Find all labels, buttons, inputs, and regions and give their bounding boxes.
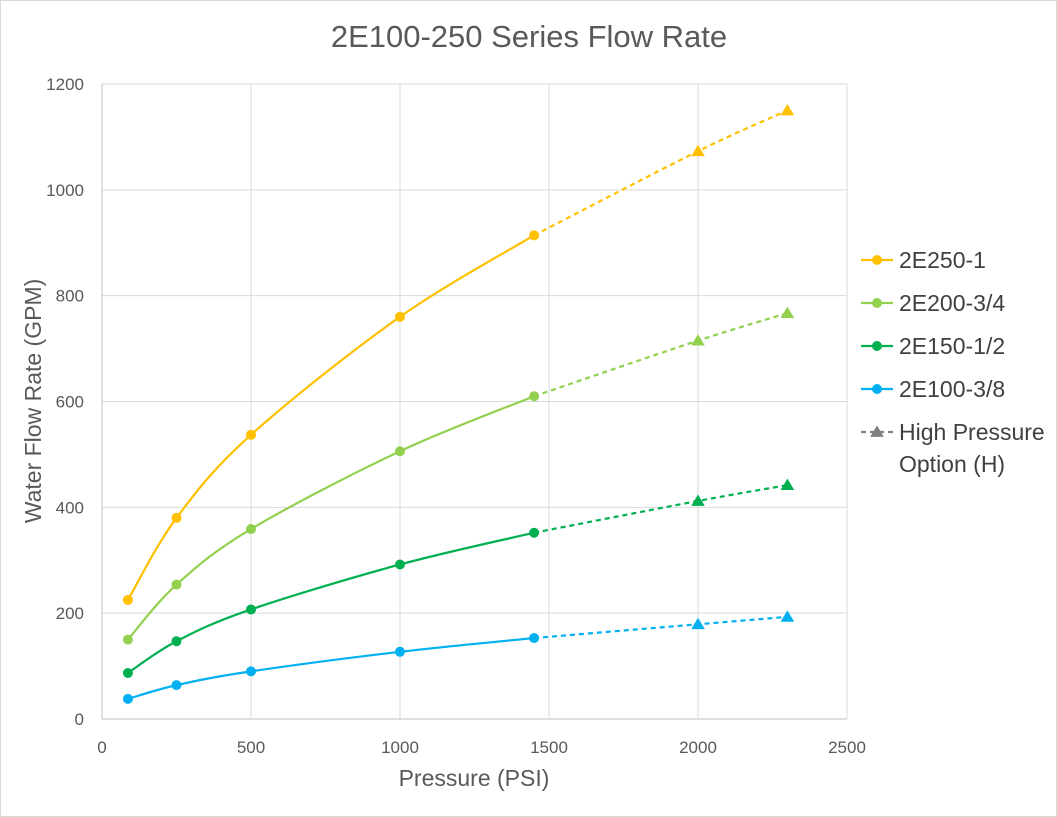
data-point [246, 524, 256, 535]
data-point [246, 666, 256, 677]
data-point [395, 446, 405, 457]
high-pressure-point [780, 306, 795, 319]
series-line [127, 531, 535, 674]
y-tick-label: 600 [56, 393, 84, 412]
series-line [127, 636, 535, 700]
data-point [529, 230, 540, 241]
axes: 0 200 400 600 800 1000 1200 0 500 1000 1500 2000 250… [46, 75, 866, 757]
legend-marker [872, 298, 882, 308]
gridlines [101, 83, 848, 720]
y-tick-label: 1200 [46, 75, 84, 94]
data-point [246, 429, 256, 440]
data-point [122, 594, 133, 605]
x-tick-label: 1000 [381, 738, 419, 757]
high-pressure-point [780, 103, 795, 116]
plot-area [122, 103, 795, 704]
data-point [171, 579, 182, 590]
high-pressure-line [533, 109, 788, 237]
y-tick-label: 0 [75, 710, 84, 729]
legend-label: 2E250-1 [899, 247, 986, 273]
high-pressure-point [691, 144, 705, 157]
high-pressure-point [691, 334, 705, 346]
legend-marker [872, 341, 882, 351]
legend-entry-high-pressure: High Pressure Option (H) [861, 419, 1045, 477]
legend: 2E250-1 2E200-3/4 2E150-1/2 2E100-3/8 High P… [861, 247, 1045, 477]
y-tick-label: 400 [56, 498, 84, 517]
data-point [171, 512, 182, 523]
high-pressure-point [780, 610, 795, 622]
legend-label: 2E200-3/4 [899, 290, 1005, 316]
legend-label-line2: Option (H) [899, 451, 1005, 477]
series-line [127, 395, 535, 641]
data-point [171, 680, 182, 691]
legend-marker [872, 384, 882, 394]
y-tick-label: 200 [56, 604, 84, 623]
series-2e150-1-2 [122, 478, 795, 678]
x-axis-title: Pressure (PSI) [399, 765, 550, 791]
data-point [395, 646, 405, 657]
high-pressure-line [533, 312, 788, 398]
high-pressure-point [691, 494, 705, 506]
legend-marker [872, 255, 882, 265]
legend-label: 2E150-1/2 [899, 333, 1005, 359]
data-point [529, 527, 540, 538]
data-point [395, 559, 405, 570]
x-tick-label: 500 [237, 738, 265, 757]
legend-label-line1: High Pressure [899, 419, 1045, 445]
high-pressure-point [691, 617, 705, 630]
series-2e200-3-4 [122, 306, 795, 645]
data-point [171, 636, 182, 647]
data-point [122, 693, 133, 704]
y-axis-title: Water Flow Rate (GPM) [20, 279, 46, 524]
y-tick-label: 800 [56, 287, 84, 306]
data-point [529, 633, 540, 644]
high-pressure-point [780, 478, 795, 490]
legend-label: 2E100-3/8 [899, 376, 1005, 402]
data-point [122, 667, 133, 678]
legend-entry: 2E200-3/4 [861, 290, 1005, 316]
x-tick-label: 1500 [530, 738, 568, 757]
series-2e250-1 [122, 103, 795, 605]
y-tick-label: 1000 [46, 181, 84, 200]
x-tick-label: 2000 [679, 738, 717, 757]
legend-entry: 2E150-1/2 [861, 333, 1005, 359]
legend-entry: 2E100-3/8 [861, 376, 1005, 402]
data-point [246, 604, 256, 615]
series-2e100-3-8 [122, 610, 795, 704]
high-pressure-line [533, 484, 788, 534]
data-point [122, 634, 133, 645]
chart-title: 2E100-250 Series Flow Rate [331, 19, 727, 54]
series-line [126, 234, 535, 601]
x-tick-label: 2500 [828, 738, 866, 757]
data-point [395, 311, 405, 322]
legend-entry: 2E250-1 [861, 247, 986, 273]
legend-marker [870, 425, 884, 437]
data-point [529, 391, 540, 402]
x-tick-label: 0 [97, 738, 106, 757]
high-pressure-line [534, 615, 788, 640]
